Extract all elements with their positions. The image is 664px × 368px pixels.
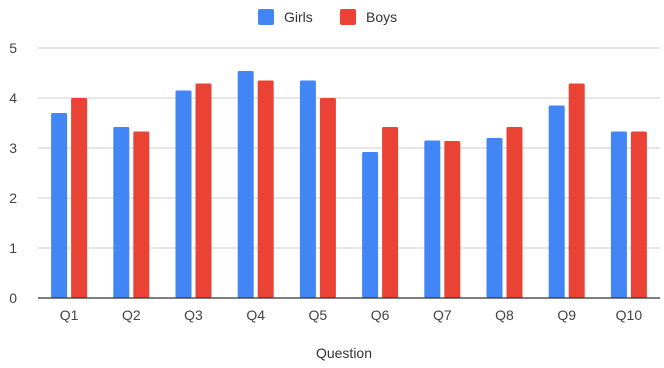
bar-boys-q2 (133, 131, 150, 298)
bar-girls-q7 (424, 140, 441, 298)
x-tick-label-q3: Q3 (184, 307, 203, 323)
bar-girls-q8 (486, 138, 503, 298)
y-tick-label-2: 2 (9, 190, 17, 206)
y-tick-label-4: 4 (9, 90, 17, 106)
gridlines (38, 47, 660, 249)
bar-boys-q9 (568, 83, 585, 298)
bar-boys-q3 (195, 83, 212, 298)
bar-boys-q6 (382, 127, 399, 298)
x-tick-label-q2: Q2 (122, 307, 141, 323)
legend: Girls Boys (258, 9, 397, 25)
y-tick-label-1: 1 (9, 240, 17, 256)
x-tick-label-q10: Q10 (616, 307, 643, 323)
legend-label-girls: Girls (284, 9, 313, 25)
bar-boys-q8 (506, 127, 523, 298)
x-tick-label-q7: Q7 (433, 307, 452, 323)
bar-boys-q5 (319, 98, 336, 298)
x-tick-label-q6: Q6 (371, 307, 390, 323)
bar-girls-q2 (113, 127, 130, 298)
bar-girls-q3 (175, 90, 192, 298)
bar-girls-q6 (362, 152, 379, 298)
x-tick-label-q5: Q5 (309, 307, 328, 323)
bar-boys-q10 (630, 131, 647, 298)
bar-girls-q10 (610, 131, 627, 298)
x-axis-title: Question (316, 345, 372, 361)
bar-girls-q1 (51, 113, 68, 298)
x-tick-label-q1: Q1 (60, 307, 79, 323)
y-axis-ticks: 0 1 2 3 4 5 (9, 40, 17, 306)
x-axis-ticks: Q1 Q2 Q3 Q4 Q5 Q6 Q7 Q8 Q9 Q10 (60, 307, 643, 323)
x-tick-label-q9: Q9 (557, 307, 576, 323)
y-tick-label-3: 3 (9, 140, 17, 156)
bar-boys-q1 (71, 98, 88, 298)
y-tick-label-0: 0 (9, 290, 17, 306)
bar-girls-q4 (237, 71, 254, 298)
bar-boys-q7 (444, 141, 461, 298)
bar-boys-q4 (257, 80, 274, 298)
bar-girls-q9 (548, 105, 565, 298)
y-tick-label-5: 5 (9, 40, 17, 56)
bar-girls-q5 (299, 80, 316, 298)
bars (51, 71, 647, 298)
x-tick-label-q4: Q4 (246, 307, 265, 323)
legend-swatch-girls (258, 9, 274, 25)
legend-swatch-boys (340, 9, 356, 25)
x-tick-label-q8: Q8 (495, 307, 514, 323)
legend-label-boys: Boys (366, 9, 397, 25)
